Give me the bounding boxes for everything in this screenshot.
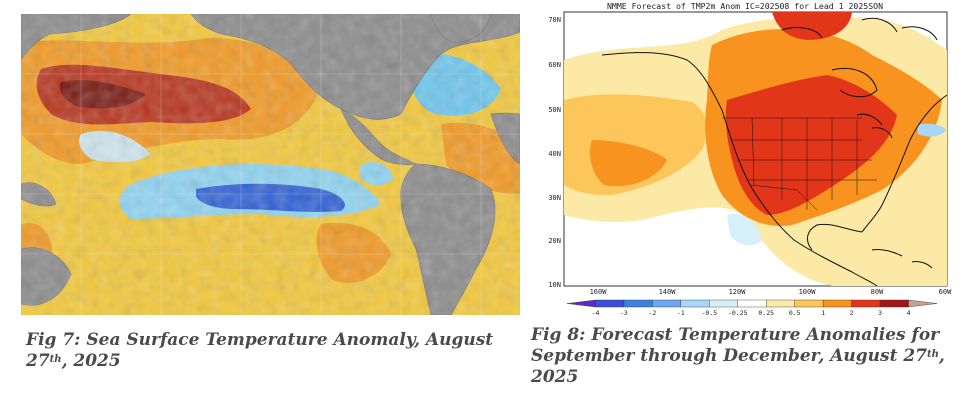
sst-anomaly-map <box>21 14 520 315</box>
colorbar-swatch <box>766 299 795 308</box>
lat-label-20n: 20N <box>548 237 561 245</box>
colorbar-swatch <box>822 299 852 308</box>
east-coast-coastline <box>861 94 947 233</box>
colorbar-tick-label: -1 <box>677 309 685 317</box>
colorbar-tick-label: -4 <box>592 309 600 317</box>
lon-label-120w: 120W <box>729 288 747 296</box>
colorbar-swatch <box>652 299 682 308</box>
latitude-tick-labels: 70N 60N 50N 40N 30N 20N 10N <box>548 16 561 289</box>
red-anomaly-arctic <box>772 12 852 40</box>
lat-label-60n: 60N <box>548 61 561 69</box>
colorbar-swatch <box>595 299 625 308</box>
political-borders <box>722 117 877 211</box>
fig8-caption: Fig 8: Forecast Temperature Anomalies fo… <box>531 325 956 388</box>
speckle-texture <box>21 14 520 315</box>
colorbar-tick-label: -3 <box>620 309 628 317</box>
coastlines <box>601 17 947 286</box>
dark-orange-anomaly-north-pacific <box>590 140 667 187</box>
gulf-coastline <box>806 223 863 251</box>
colorbar-tick-label: -2 <box>648 309 656 317</box>
lat-label-40n: 40N <box>548 150 561 158</box>
forecast-anomaly-panel: NMME Forecast of TMP2m Anom IC=202508 fo… <box>548 1 953 317</box>
forecast-map-title: NMME Forecast of TMP2m Anom IC=202508 fo… <box>607 1 883 11</box>
colorbar-tick-label: 0.25 <box>758 309 774 317</box>
colorbar-swatch <box>566 299 596 308</box>
fig7-caption-text: Fig 7: Sea Surface Temperature Anomaly, … <box>26 330 494 371</box>
great-lakes-coastline <box>856 113 893 139</box>
fig8-caption-superscript: th <box>927 349 939 360</box>
lat-label-70n: 70N <box>548 16 561 24</box>
lat-label-30n: 30N <box>548 194 561 202</box>
us-mexico-border <box>749 184 818 211</box>
colorbar-tick-label: 4 <box>907 309 911 317</box>
fig8-caption-year: , 2025 <box>531 346 945 387</box>
arctic-islands-coastline <box>781 17 938 41</box>
lon-label-80w: 80W <box>871 288 884 296</box>
colorbar-legend: -4 -3 -2 -1 -0.5 -0.25 0.25 0.5 1 2 3 4 <box>566 299 938 317</box>
forecast-map-area: 70N 60N 50N 40N 30N 20N 10N 160W 140W 12… <box>548 11 953 296</box>
colorbar-swatch <box>794 299 824 308</box>
colorbar-tick-label: 0.5 <box>789 309 801 317</box>
hudson-bay-coastline <box>831 67 878 98</box>
colorbar-swatch <box>879 299 909 308</box>
longitude-tick-labels: 160W 140W 120W 100W 80W 60W <box>590 288 953 296</box>
lon-label-60w: 60W <box>939 288 952 296</box>
colorbar-swatch <box>737 299 767 308</box>
lat-label-50n: 50N <box>548 106 561 114</box>
colorbar-swatch <box>680 299 710 308</box>
lon-label-160w: 160W <box>590 288 608 296</box>
fig7-caption: Fig 7: Sea Surface Temperature Anomaly, … <box>26 330 506 372</box>
lon-label-100w: 100W <box>799 288 817 296</box>
colorbar-swatch <box>851 299 881 308</box>
lon-label-140w: 140W <box>659 288 677 296</box>
colorbar-tick-label: -0.5 <box>701 309 717 317</box>
colorbar-tick-label: 2 <box>850 309 854 317</box>
colorbar-tick-label: 1 <box>821 309 825 317</box>
cool-anomaly-baja <box>727 213 762 246</box>
colorbar-tick-label: 3 <box>878 309 882 317</box>
fig7-caption-year: , 2025 <box>61 351 121 371</box>
colorbar-tick-label: -0.25 <box>728 309 748 317</box>
fig7-caption-superscript: th <box>49 354 62 365</box>
state-borders <box>732 117 877 210</box>
colorbar-swatch <box>709 299 738 308</box>
caribbean-coastline <box>871 249 933 269</box>
colorbar-swatch <box>623 299 653 308</box>
fig8-caption-text: Fig 8: Forecast Temperature Anomalies fo… <box>531 325 940 366</box>
colorbar-swatch <box>908 299 938 308</box>
lat-label-10n: 10N <box>548 281 561 289</box>
north-america-coastline <box>601 52 878 286</box>
cool-anomaly-atlantic <box>917 123 946 137</box>
